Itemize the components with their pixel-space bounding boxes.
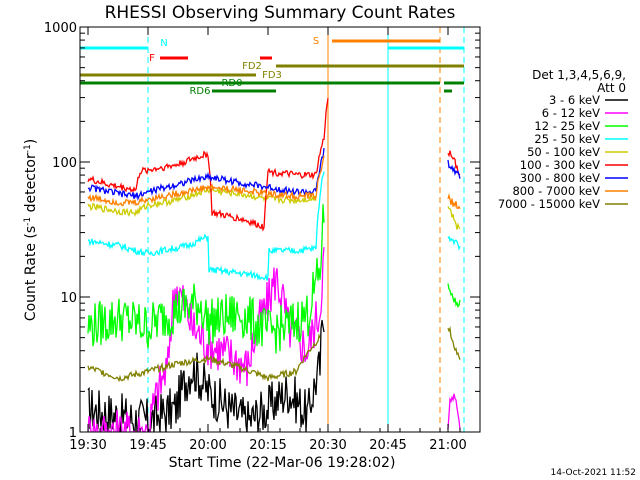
x-axis-label: Start Time (22-Mar-06 19:28:02) [169,455,396,471]
x-tick-label-5: 20:45 [369,438,406,453]
legend-label-2: 12 - 25 keV [534,119,600,133]
state-label-s: S [313,36,319,47]
legend-header-line-1: Det 1,3,4,5,6,9, [532,68,626,82]
late-segment-3 [447,206,461,230]
series-line-8 [87,333,321,383]
y-tick-label-0: 1 [69,426,77,441]
state-label-rd6: RD6 [189,86,210,97]
legend-label-6: 300 - 800 keV [520,171,600,185]
legend-label-3: 25 - 50 keV [534,132,600,146]
late-segment-4 [447,235,461,252]
legend-label-1: 6 - 12 keV [542,106,600,120]
late-segment-7 [447,393,461,430]
legend-label-0: 3 - 6 keV [549,93,600,107]
y-axis: 1 10 100 1000 [44,21,480,441]
state-label-rd0: RD0 [221,78,242,89]
late-segment-1 [447,159,461,179]
series-line-5 [87,98,329,232]
series-lines [87,98,461,432]
x-tick-label-0: 19:30 [69,438,106,453]
date-stamp: 14-Oct-2021 11:52 [551,468,636,478]
y-tick-label-1: 10 [60,291,77,306]
late-segment-6 [447,325,461,360]
legend-label-4: 50 - 100 keV [527,145,600,159]
state-label-fd3: FD3 [262,70,282,81]
chart-title: RHESSI Observing Summary Count Rates [105,3,456,23]
legend-label-5: 100 - 300 keV [520,158,600,172]
legend-label-7: 800 - 7000 keV [512,184,600,198]
x-tick-label-4: 20:30 [309,438,346,453]
plot-frame [79,26,481,433]
series-line-7 [87,155,325,207]
vertical-markers [80,27,465,432]
state-label-f: F [149,53,155,64]
x-tick-label-1: 19:45 [129,438,166,453]
x-tick-label-6: 21:00 [429,438,466,453]
x-tick-label-3: 20:15 [249,438,286,453]
plot-area [80,27,465,432]
y-axis-label: Count Rate (s-1 detector-1) [23,139,39,321]
y-tick-label-2: 100 [52,156,77,171]
legend-label-8: 7000 - 15000 keV [498,197,600,211]
series-line-2 [87,204,325,354]
x-tick-label-2: 20:00 [189,438,226,453]
series-line-1 [87,247,325,432]
y-tick-label-3: 1000 [44,21,77,36]
x-axis: 19:30 19:45 20:00 20:15 20:30 20:45 21:00 [69,27,481,453]
series-line-6 [87,148,325,202]
state-label-fd2: FD2 [242,61,262,72]
state-bars [80,39,464,93]
legend-header-line-2: Att 0 [597,81,626,95]
late-segment-5 [447,283,461,309]
late-segment-2 [447,192,461,210]
series-line-3 [87,171,325,281]
state-label-n: N [160,38,167,49]
